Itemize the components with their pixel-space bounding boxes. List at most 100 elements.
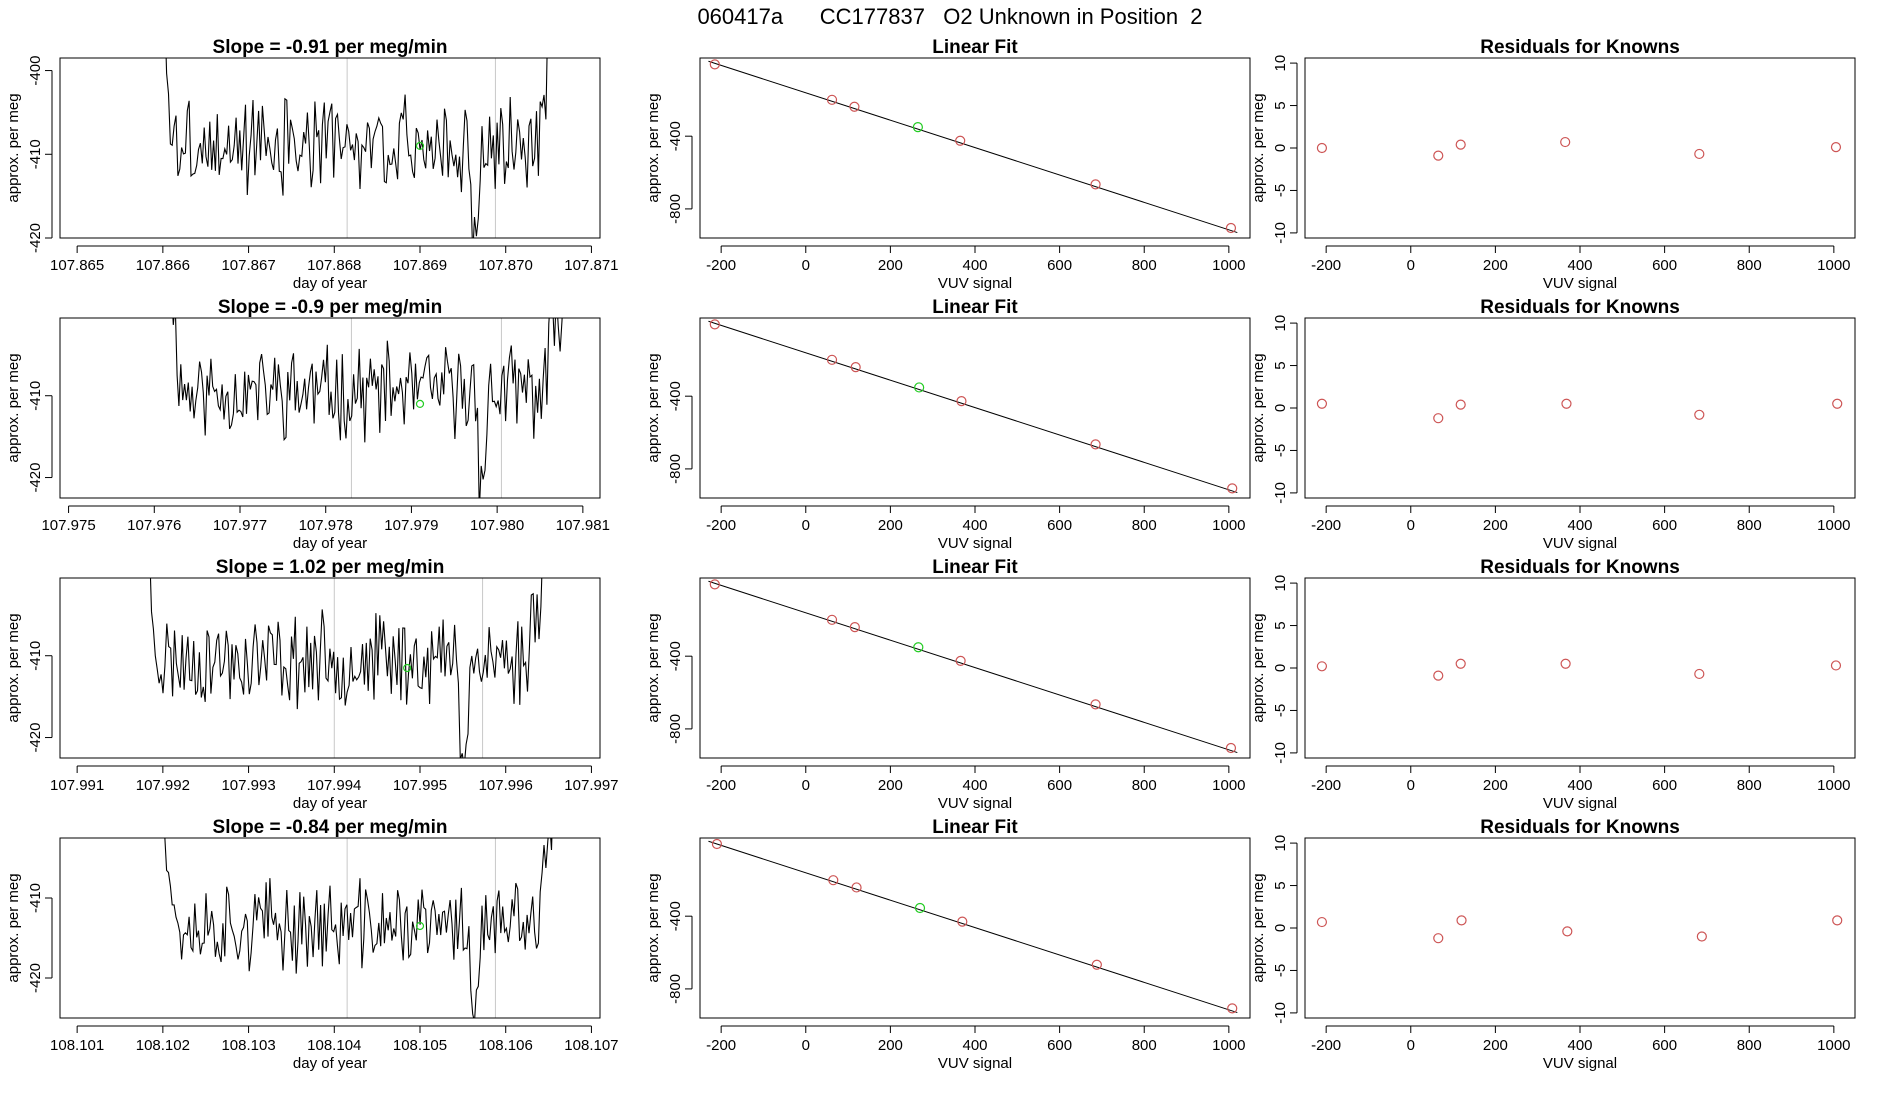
linear-fit-panel-row-3: Linear Fit -200 0 200 400 600 800 1000 VUV signa… bbox=[645, 557, 1251, 812]
time-series-panel-row-4: Slope = -0.84 per meg/min 108.101 108.102 1… bbox=[5, 817, 619, 1072]
plot-area bbox=[149, 578, 543, 758]
plot-area bbox=[1316, 658, 1842, 681]
y-tick-label: -400 bbox=[667, 381, 684, 411]
plot-frame bbox=[699, 57, 1251, 239]
unknown-point bbox=[403, 663, 412, 673]
time-series-panel-row-3: Slope = 1.02 per meg/min 107.991 107.992 10… bbox=[5, 557, 619, 812]
known-point bbox=[1560, 658, 1571, 669]
y-tick-label: 0 bbox=[1272, 144, 1289, 152]
x-tick-label: 107.869 bbox=[393, 257, 447, 274]
plot-frame bbox=[1304, 577, 1856, 759]
plot-area bbox=[165, 58, 548, 238]
known-point bbox=[1455, 399, 1466, 410]
unknown-point bbox=[914, 902, 926, 914]
known-point bbox=[955, 135, 966, 146]
x-tick-label: 107.992 bbox=[136, 777, 190, 794]
plot-frame bbox=[1304, 837, 1856, 1019]
x-tick-label: 108.101 bbox=[50, 1037, 104, 1054]
x-tick-label: 107.978 bbox=[299, 517, 353, 534]
y-tick-label: -5 bbox=[1272, 964, 1289, 977]
plot-frame bbox=[59, 317, 601, 499]
known-point bbox=[1562, 926, 1573, 937]
plot-frame bbox=[59, 57, 601, 239]
page-title: 060417a CC177837 O2 Unknown in Position … bbox=[697, 4, 1203, 29]
y-tick-label: 10 bbox=[1272, 835, 1289, 852]
x-axis-label: day of year bbox=[293, 1055, 367, 1072]
x-tick-label: 107.867 bbox=[221, 257, 275, 274]
plot-title: Residuals for Knowns bbox=[1480, 297, 1680, 318]
x-tick-label: 107.865 bbox=[50, 257, 104, 274]
plot-frame bbox=[1304, 317, 1856, 499]
time-series-panel-row-2: Slope = -0.9 per meg/min 107.975 107.976 10… bbox=[5, 297, 610, 552]
known-point bbox=[709, 579, 720, 590]
known-point bbox=[1316, 142, 1328, 154]
x-tick-label: -200 bbox=[1311, 777, 1341, 794]
y-axis-label: approx. per meg bbox=[1250, 613, 1267, 722]
x-tick-label: 200 bbox=[1483, 257, 1508, 274]
x-tick-label: 108.106 bbox=[479, 1037, 533, 1054]
trace-line bbox=[165, 58, 548, 238]
y-tick-label: -410 bbox=[27, 139, 44, 169]
plot-title: Linear Fit bbox=[932, 37, 1018, 58]
known-point bbox=[1433, 933, 1444, 944]
known-point bbox=[709, 59, 720, 70]
plot-area bbox=[708, 579, 1238, 754]
x-tick-label: 107.871 bbox=[564, 257, 618, 274]
x-tick-label: 800 bbox=[1132, 257, 1157, 274]
x-axis-label: VUV signal bbox=[938, 535, 1012, 552]
y-tick-label: 5 bbox=[1272, 881, 1289, 889]
residuals-panel-row-1: Residuals for Knowns-200 0 200 400 600 800 100… bbox=[1250, 37, 1856, 292]
plot-title: Linear Fit bbox=[932, 297, 1018, 318]
y-tick-label: 0 bbox=[1272, 924, 1289, 932]
x-tick-label: -200 bbox=[1311, 1037, 1341, 1054]
x-tick-label: 0 bbox=[1407, 1037, 1415, 1054]
plot-area bbox=[1316, 915, 1843, 944]
x-tick-label: 107.977 bbox=[213, 517, 267, 534]
y-axis-label: approx. per meg bbox=[5, 93, 22, 202]
known-point bbox=[849, 621, 860, 633]
trace-line bbox=[149, 578, 543, 758]
known-point bbox=[711, 838, 723, 850]
unknown-point bbox=[415, 921, 425, 931]
plot-title: Residuals for Knowns bbox=[1480, 37, 1680, 58]
x-tick-label: 200 bbox=[1483, 1037, 1508, 1054]
known-point bbox=[1694, 668, 1705, 680]
known-point bbox=[1316, 398, 1328, 409]
y-tick-label: -410 bbox=[27, 381, 44, 411]
y-tick-label: -400 bbox=[667, 641, 684, 671]
residuals-panel-row-3: Residuals for Knowns-200 0 200 400 600 800 100… bbox=[1250, 557, 1856, 812]
known-point bbox=[828, 875, 839, 886]
fit-line bbox=[708, 320, 1238, 494]
x-tick-label: 400 bbox=[1567, 1037, 1592, 1054]
x-tick-label: 800 bbox=[1132, 777, 1157, 794]
plot-title: Slope = -0.84 per meg/min bbox=[213, 817, 448, 838]
x-tick-label: -200 bbox=[1311, 517, 1341, 534]
y-axis-label: approx. per meg bbox=[645, 353, 662, 462]
known-point bbox=[826, 94, 838, 105]
known-point bbox=[1433, 150, 1444, 161]
y-tick-label: -800 bbox=[667, 974, 684, 1004]
y-tick-label: 5 bbox=[1272, 621, 1289, 629]
known-point bbox=[1225, 742, 1237, 754]
x-tick-label: 800 bbox=[1132, 1037, 1157, 1054]
y-tick-label: 5 bbox=[1272, 101, 1289, 109]
known-point bbox=[1455, 658, 1466, 669]
y-tick-label: -10 bbox=[1272, 222, 1289, 244]
x-tick-label: 200 bbox=[878, 777, 903, 794]
plot-area bbox=[1316, 398, 1843, 424]
x-tick-label: -200 bbox=[706, 517, 736, 534]
known-point bbox=[826, 354, 838, 365]
plot-title: Slope = -0.9 per meg/min bbox=[218, 297, 442, 318]
known-point bbox=[1830, 660, 1842, 671]
x-tick-label: 107.975 bbox=[41, 517, 95, 534]
x-tick-label: 0 bbox=[1407, 517, 1415, 534]
y-tick-label: -420 bbox=[27, 963, 44, 993]
x-tick-label: 800 bbox=[1737, 257, 1762, 274]
known-point bbox=[1560, 136, 1571, 148]
known-point bbox=[850, 361, 861, 373]
unknown-point bbox=[415, 399, 425, 409]
plot-area bbox=[164, 838, 553, 1018]
known-point bbox=[1090, 699, 1101, 710]
x-tick-label: 108.105 bbox=[393, 1037, 447, 1054]
